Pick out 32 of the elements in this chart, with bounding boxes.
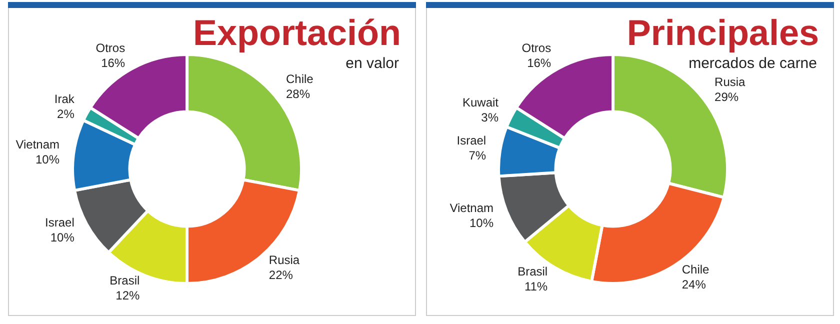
data-label: 10% (35, 152, 60, 167)
data-label: 3% (481, 110, 499, 124)
text: mercados de carne (688, 55, 817, 72)
slice-label: Israel (456, 134, 486, 148)
slice-label: Rusia (714, 75, 746, 90)
data-label: 12% (116, 288, 140, 302)
slice-label: Brasil (110, 273, 140, 288)
slice-label: Israel (45, 216, 74, 230)
slice-label: Brasil (518, 264, 548, 278)
chart-title: Principales (626, 12, 819, 53)
slice-label: Vietnam (16, 138, 60, 152)
slice-label: Kuwait (462, 95, 500, 110)
data-label: 16% (101, 56, 126, 70)
slice-label: Otros (96, 41, 126, 56)
data-label: 16% (527, 56, 552, 70)
data-label: 29% (714, 90, 739, 104)
data-label: 10% (469, 216, 494, 230)
slice-label: Chile (286, 72, 314, 86)
data-label: 24% (682, 277, 706, 292)
data-label: 7% (468, 148, 486, 163)
data-label: 2% (57, 106, 75, 121)
data-label: 28% (286, 86, 310, 101)
data-label: 11% (524, 279, 548, 294)
data-label: 22% (268, 268, 294, 282)
slice-label: Chile (682, 262, 710, 276)
slice-label: Irak (54, 92, 76, 106)
slice-label: Otros (522, 41, 552, 56)
text: en valor (346, 55, 399, 72)
data-label: 10% (50, 230, 75, 245)
slice-label: Rusia (268, 252, 300, 267)
chart-title: Exportación (192, 12, 401, 53)
slice-label: Vietnam (450, 201, 494, 216)
